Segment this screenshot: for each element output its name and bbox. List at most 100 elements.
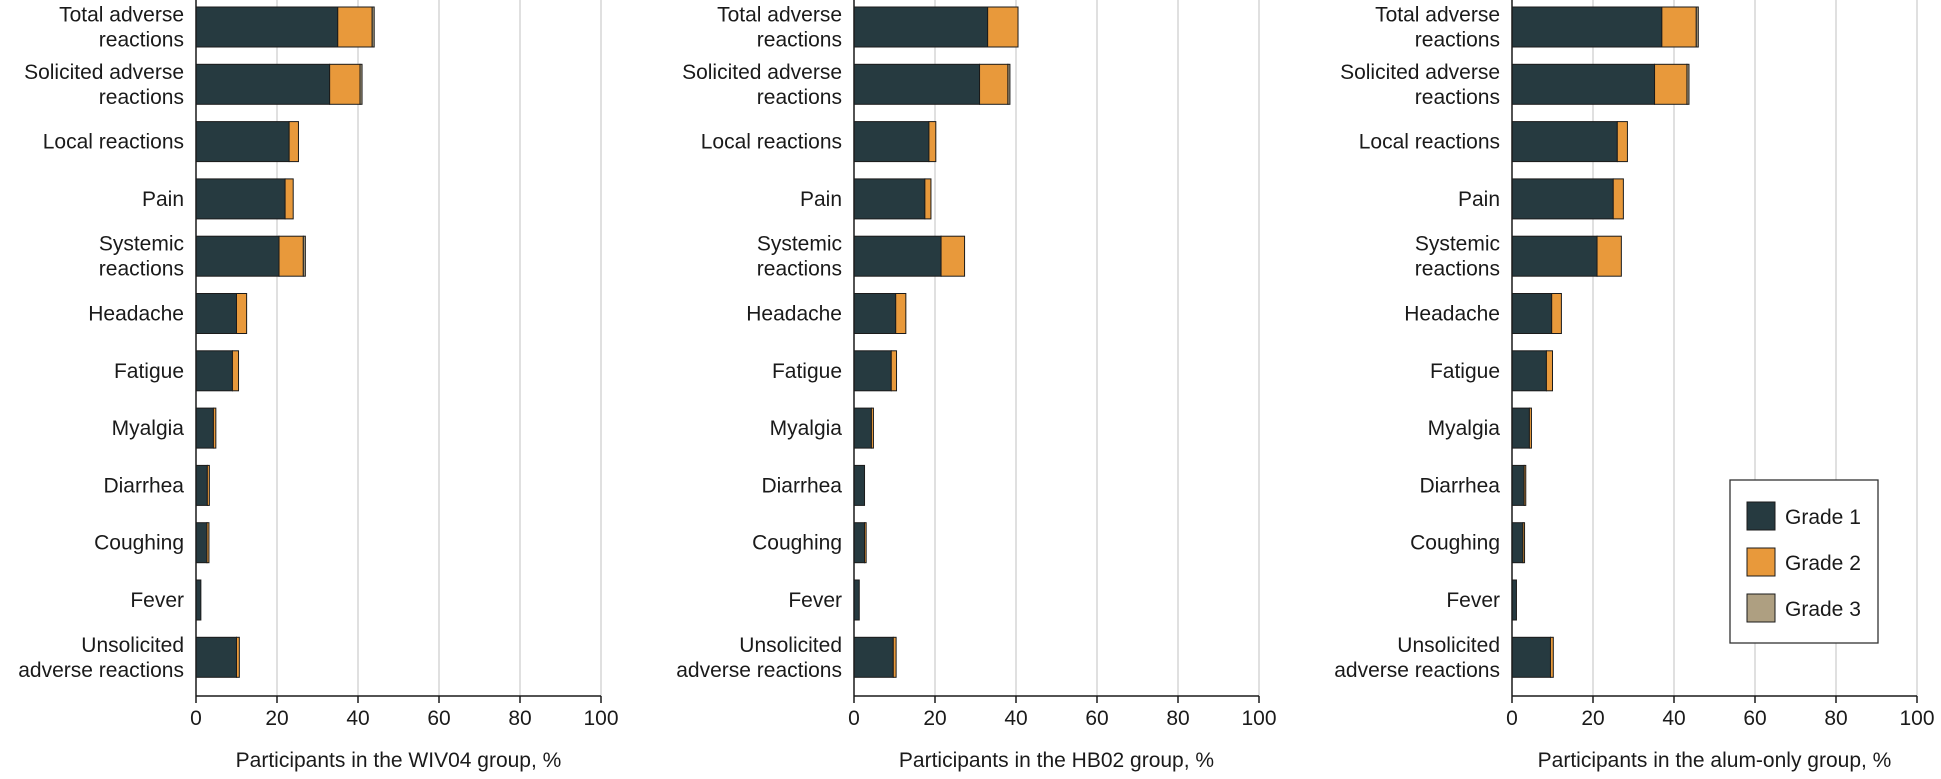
legend-label: Grade 2 [1785,552,1861,575]
bar-segment [1616,121,1628,163]
bar-segment [940,235,966,277]
bar-segment [1612,178,1624,220]
category-label: Myalgia [1428,417,1501,440]
bar-segment [329,63,361,105]
bar-segment [895,293,907,334]
bar-segment [195,522,208,564]
category-label-line: Headache [746,303,842,326]
bar-segment [212,407,217,449]
x-axis-title: Participants in the WIV04 group, % [236,749,562,772]
category-label-line: Local reactions [43,131,184,154]
category-label-line: Myalgia [770,417,843,440]
bar-segment [853,407,872,449]
x-tick-label: 0 [1506,707,1518,730]
category-label-line: Pain [1458,188,1500,211]
category-label-line: Systemic [99,233,184,256]
category-label-line: Fatigue [772,360,842,383]
category-label: Solicited adverse reactions [1340,61,1500,109]
bar-segment [853,579,860,621]
bar-segment [890,350,898,392]
bar-segment [1511,293,1553,334]
category-label-line: adverse reactions [1334,659,1500,682]
category-label: Diarrhea [1419,474,1500,497]
x-tick-label: 60 [1085,707,1108,730]
bar-segment [206,464,210,506]
x-tick-label: 80 [508,707,531,730]
legend-swatch [1746,501,1776,531]
x-tick-label: 20 [265,707,288,730]
category-label-line: Diarrhea [1419,474,1500,497]
category-label-line: Systemic [757,233,842,256]
category-label-line: Unsolicited [739,634,842,657]
category-label: Local reactions [43,131,184,154]
bar-segment [195,293,237,334]
bar-segment [195,121,290,163]
bar-segment [853,63,981,105]
category-label: Total adverse reactions [717,4,842,52]
x-axis-title: Participants in the alum-only group, % [1538,749,1892,772]
category-label-line: Coughing [94,532,184,555]
bar-segment [870,407,874,449]
bar-segment [1528,407,1532,449]
bar-segment [979,63,1009,105]
category-label: Fatigue [772,360,842,383]
x-tick-label: 0 [848,707,860,730]
bar-segment [1511,121,1618,163]
category-label-line: reactions [1415,86,1500,109]
category-label-line: Fever [130,589,184,612]
category-label: Fatigue [114,360,184,383]
category-label-line: Headache [88,303,184,326]
bar-segment [1511,407,1530,449]
category-label: Fatigue [1430,360,1500,383]
x-tick-label: 60 [1743,707,1766,730]
bar-segment [892,636,897,678]
x-tick-label: 80 [1824,707,1847,730]
bar-segment [1654,63,1688,105]
category-label: Fever [130,589,184,612]
x-tick-label: 40 [346,707,369,730]
category-label-line: Solicited adverse [682,61,842,84]
bar-segment [1511,522,1524,564]
bar-segment [1551,293,1562,334]
category-label-line: Diarrhea [761,474,842,497]
category-label-line: Total adverse [717,4,842,27]
x-tick-label: 80 [1166,707,1189,730]
bar-segment [853,235,942,277]
bar-segment [864,522,867,564]
bar-segment [853,464,866,506]
category-label: Coughing [752,532,842,555]
category-label: Total adverse reactions [59,4,184,52]
category-label-line: Fever [788,589,842,612]
category-label: Pain [1458,188,1500,211]
category-label-line: reactions [99,86,184,109]
legend-swatch [1746,593,1776,623]
category-label-line: reactions [757,29,842,52]
category-label: Local reactions [1359,131,1500,154]
category-label: Unsolicited adverse reactions [18,634,184,682]
bar-segment [195,350,233,392]
category-label-line: Fatigue [1430,360,1500,383]
bar-segment [1661,6,1697,48]
category-label-line: Pain [142,188,184,211]
bar-segment [195,235,280,277]
category-label-line: adverse reactions [18,659,184,682]
bar-segment [1511,350,1547,392]
category-label: Solicited adverse reactions [24,61,184,109]
x-tick-label: 0 [190,707,202,730]
legend-label: Grade 1 [1785,506,1861,529]
bar-segment [987,6,1019,48]
category-label: Headache [1404,303,1500,326]
bar-segment [853,121,930,163]
category-label: Pain [142,188,184,211]
category-label-line: Unsolicited [81,634,184,657]
category-label: Headache [746,303,842,326]
bar-segment [928,121,937,163]
bar-segment [853,522,866,564]
x-tick-label: 100 [583,707,618,730]
bar-segment [1511,235,1598,277]
legend: Grade 1 Grade 2 Grade 3 [1729,479,1879,644]
category-label-line: reactions [99,29,184,52]
bar-segment [1511,6,1663,48]
bar-segment [278,235,304,277]
